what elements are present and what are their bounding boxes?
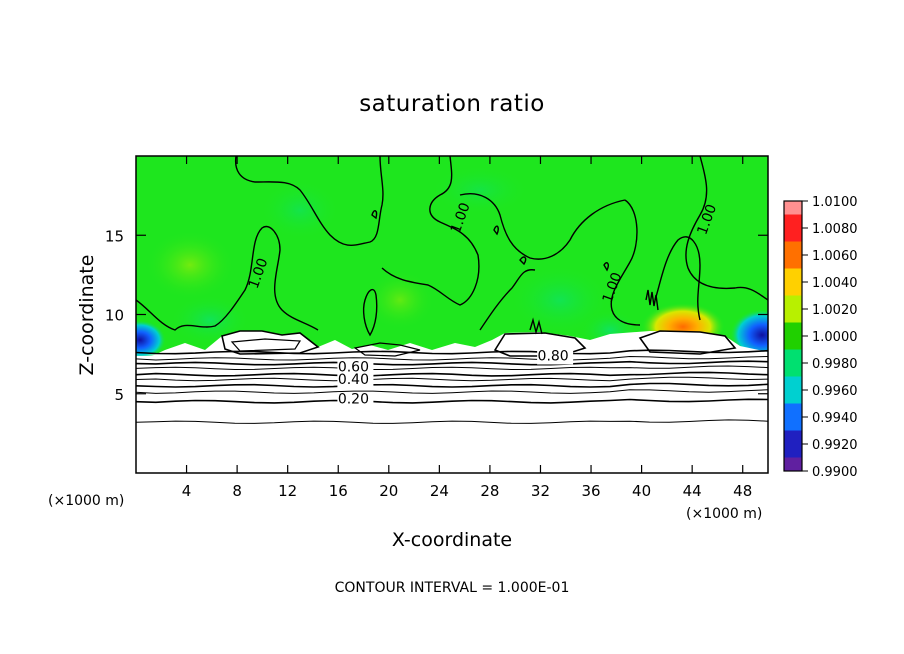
colorbar-label: 0.9960	[812, 384, 858, 399]
x-tick-label: 36	[581, 482, 600, 500]
x-tick-label: 32	[531, 482, 550, 500]
colorbar-label: 0.9920	[812, 438, 858, 453]
contour-line	[479, 269, 536, 331]
field-patch	[430, 165, 530, 215]
x-tick-label: 28	[480, 482, 499, 500]
colorbar-swatch	[784, 214, 802, 242]
lower-contours	[136, 349, 768, 424]
contour-label-bg	[337, 360, 374, 376]
colorbar-label: 1.0040	[812, 276, 858, 291]
colorbar-swatch	[784, 295, 802, 323]
field-patch	[510, 265, 610, 335]
colorbar-label: 1.0020	[812, 303, 858, 318]
colorbar-label: 1.0080	[812, 222, 858, 237]
field-patch	[145, 230, 235, 300]
cloud-outline	[230, 338, 302, 352]
chart-title: saturation ratio	[359, 91, 545, 117]
colorbar-swatch	[784, 241, 802, 269]
x-tick-label: 48	[733, 482, 752, 500]
x-tick-label: 24	[430, 482, 449, 500]
x-unit-label-right: (×1000 m)	[686, 506, 762, 522]
x-tick-label: 4	[182, 482, 192, 500]
x-tick-label: 44	[683, 482, 702, 500]
field-patch	[170, 295, 250, 345]
colorbar-label: 0.9940	[812, 411, 858, 426]
contour-line	[381, 156, 480, 306]
x-tick-label: 20	[379, 482, 398, 500]
colorbar-label: 0.9980	[812, 357, 858, 372]
contour-label-bg	[537, 349, 574, 365]
contour-line	[459, 193, 626, 260]
plot-area	[136, 156, 768, 473]
contour-line-lower	[136, 355, 768, 361]
colorbar-swatch	[784, 457, 802, 471]
x-axis: 4 8 12 16 20 24 28 32 36 40 44 48	[182, 156, 752, 500]
contour-interval-note: CONTOUR INTERVAL = 1.000E-01	[335, 580, 570, 596]
contour-line-lower	[136, 389, 768, 394]
colorbar-label: 0.9900	[812, 465, 858, 480]
contour-line	[645, 289, 659, 311]
y-axis: 5 10 15	[105, 227, 768, 404]
x-unit-label-left: (×1000 m)	[48, 493, 124, 509]
contour-label: 0.60	[338, 360, 369, 376]
contour-line	[519, 256, 527, 266]
colorbar-swatch	[784, 430, 802, 458]
contour-line	[234, 156, 384, 246]
contour-line-lower	[136, 398, 768, 404]
contour-label-bg	[337, 392, 374, 408]
contours	[136, 156, 768, 337]
contour-line-lower	[136, 360, 768, 366]
contour-line	[654, 236, 701, 321]
cloud-outline	[493, 332, 587, 357]
contour-label: 0.80	[538, 348, 569, 364]
colorbar: 1.0100 1.0080 1.0060 1.0040 1.0020 1.0000 0.99…	[783, 195, 858, 480]
x-tick-label: 8	[232, 482, 242, 500]
x-axis-title: X-coordinate	[392, 529, 512, 551]
contour-line	[371, 210, 378, 220]
colorbar-label: 1.0000	[812, 330, 858, 345]
colorbar-swatch	[784, 201, 802, 215]
colorbar-swatch	[784, 268, 802, 296]
contour-line	[610, 199, 641, 326]
colorbar-swatch	[784, 403, 802, 431]
contour-line	[493, 225, 499, 236]
colorbar-label: 1.0100	[812, 195, 858, 210]
x-tick-label: 12	[278, 482, 297, 500]
y-tick-label: 15	[105, 227, 124, 245]
contour-line-lower	[136, 382, 768, 388]
contour-line-lower	[136, 376, 768, 382]
contour-label: 0.40	[338, 372, 369, 388]
colorbar-swatch	[784, 376, 802, 404]
contour-label: 0.20	[338, 391, 369, 407]
cloud-outline	[353, 342, 421, 357]
contour-line	[685, 156, 768, 301]
contour-line	[603, 262, 609, 272]
contour-line	[529, 317, 543, 335]
field-min-left	[136, 320, 166, 360]
field-patch	[365, 270, 435, 330]
colorbar-label: 1.0060	[812, 249, 858, 264]
contour-line-lower	[136, 349, 768, 355]
colorbar-swatch	[784, 349, 802, 377]
y-axis-title: Z-coordinate	[76, 255, 98, 376]
field-patch	[260, 180, 340, 240]
x-tick-label: 40	[632, 482, 651, 500]
colorbar-swatch	[784, 322, 802, 350]
y-tick-label: 10	[105, 307, 124, 325]
contour-line	[362, 288, 378, 337]
x-tick-label: 16	[329, 482, 348, 500]
contour-line-lower	[136, 365, 768, 371]
contour-line	[136, 225, 319, 331]
y-tick-label: 5	[114, 386, 124, 404]
contour-line-lower	[136, 419, 768, 424]
contour-label-bg	[337, 373, 374, 389]
contour-line-lower	[136, 371, 768, 377]
cloud-outline	[638, 330, 737, 355]
